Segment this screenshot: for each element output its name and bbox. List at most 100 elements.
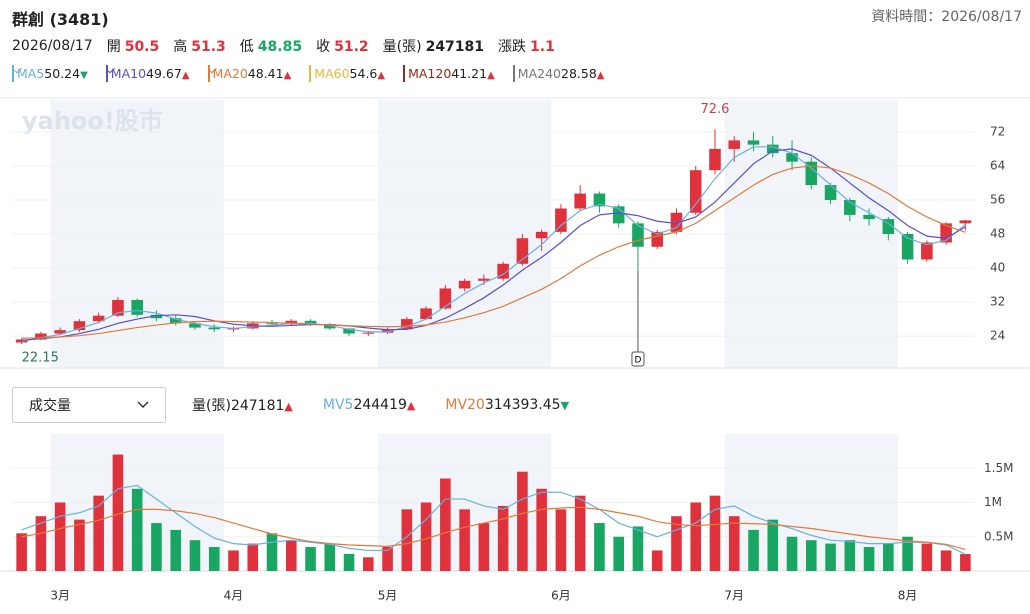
x-tick-label: 4月 [224, 589, 244, 603]
candle-body [709, 148, 721, 171]
volume-bar [305, 547, 316, 571]
legend-arrow: ▲ [377, 70, 386, 81]
quote: 高 51.3 [173, 36, 226, 56]
candle-body [555, 208, 567, 232]
watermark: yahoo!股市 [22, 107, 163, 135]
volume-bar [54, 502, 66, 571]
legend-name: 量(張) [192, 398, 231, 414]
legend-value: 41.21 [451, 66, 488, 81]
candle-body [150, 314, 163, 319]
legend-arrow: ▲ [406, 399, 416, 412]
candle-body [805, 161, 818, 186]
volume-bar [748, 529, 759, 571]
candle-body [324, 324, 336, 329]
candle-body [304, 320, 317, 325]
candle-body [921, 242, 933, 260]
volume-bar [363, 557, 374, 571]
candle-body [54, 330, 66, 334]
legend-name: MA10 [110, 66, 147, 81]
candle-body [420, 308, 432, 320]
volume-bar [382, 547, 393, 571]
legend-name: MA240 [517, 66, 561, 81]
legend-value: 48.41 [247, 66, 284, 81]
candle-body [266, 323, 278, 325]
legend-value: 50.24 [44, 66, 81, 81]
legend-arrow: ▲ [181, 70, 190, 81]
quote-date: 2026/08/17 [12, 38, 93, 54]
volume-bar [459, 509, 470, 571]
candle-body [766, 144, 779, 154]
chevron [137, 401, 149, 409]
volume-bar [786, 536, 798, 571]
quote: 開 50.5 [107, 36, 160, 56]
quote-value: 48.85 [257, 39, 303, 55]
volume-bar [247, 543, 259, 571]
volume-bar [517, 471, 528, 571]
quote-label: 漲跌 [498, 39, 527, 55]
legend-value: 28.58 [561, 66, 597, 81]
volume-bar [131, 488, 143, 571]
candle-body [863, 214, 875, 220]
quote-label: 低 [239, 39, 254, 55]
event-box [631, 351, 645, 367]
volume-bar [93, 495, 104, 571]
candle-body [535, 231, 548, 239]
volume-bar [536, 488, 547, 571]
quote-label: 開 [106, 39, 121, 55]
candle-body [612, 206, 625, 224]
candle-body [901, 234, 914, 260]
candle-body [593, 193, 606, 207]
candle-body [747, 140, 760, 145]
volume-bar [767, 519, 779, 571]
volume-bar [440, 478, 451, 571]
candle-body [439, 288, 452, 309]
candle-body [35, 333, 47, 340]
volume-bar [863, 547, 875, 571]
candle-body [131, 299, 143, 315]
candle-body [169, 318, 182, 324]
volume-bar [170, 529, 182, 571]
candle-body [478, 278, 490, 281]
y-tick-label: 48 [990, 227, 1005, 241]
legend-item: MA2048.41▲ [207, 65, 291, 82]
candle-body [689, 170, 702, 213]
volume-bar [266, 533, 278, 571]
volume-bar [921, 543, 933, 571]
legend-name: MA20 [212, 66, 248, 81]
quote-label: 量(張) [382, 39, 422, 55]
quote-label: 收 [316, 39, 331, 55]
volume-bar [478, 523, 490, 571]
candle-body [73, 321, 86, 331]
candle-body [940, 223, 952, 243]
x-tick-label: 6月 [551, 589, 571, 603]
legend-item: MA24028.58▲ [512, 65, 605, 82]
legend-value: 54.6 [349, 66, 378, 81]
low-label: 22.15 [22, 350, 59, 365]
volume-bar [960, 554, 971, 571]
legend-arrow: ▼ [80, 70, 88, 81]
candle-body [381, 329, 394, 333]
volume-bar [35, 516, 47, 571]
legend-arrow: ▲ [284, 400, 293, 413]
volume-bar [902, 536, 913, 571]
candle-body [189, 323, 201, 328]
quote: 收 51.2 [316, 36, 369, 56]
data-time: 資料時間：2026/08/17 [871, 9, 1022, 25]
volume-bar [228, 550, 239, 571]
event-label: D [634, 356, 641, 366]
indicator-select[interactable]: 成交量 [12, 387, 166, 423]
volume-bar [74, 519, 85, 571]
candle-body [959, 220, 972, 224]
ma-line [21, 165, 966, 339]
candle-body [632, 223, 644, 247]
volume-bar [825, 543, 836, 571]
select-label: 成交量 [29, 398, 71, 414]
candle-body [574, 193, 586, 209]
candle-body [651, 231, 663, 247]
legend-name: MV5 [322, 397, 354, 413]
volume-bar [401, 509, 413, 571]
mv-line [21, 484, 966, 555]
quote-value: 51.2 [334, 39, 369, 55]
candle-body [458, 280, 471, 289]
